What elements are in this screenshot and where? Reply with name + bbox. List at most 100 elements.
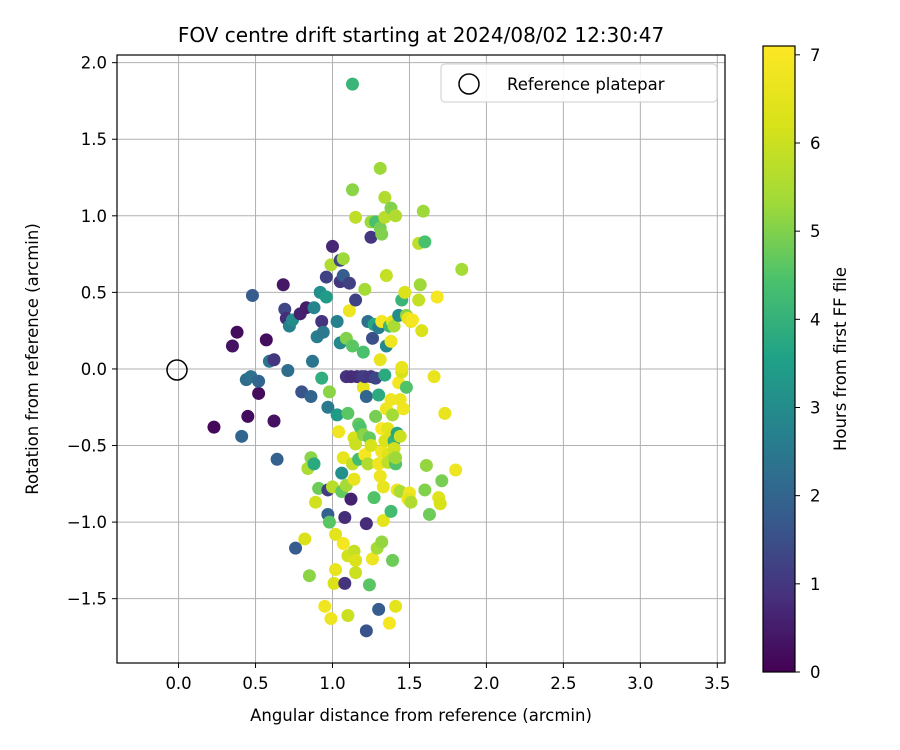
- grid-lines: [117, 55, 725, 663]
- data-point: [375, 227, 389, 241]
- data-point: [418, 483, 432, 497]
- data-point: [344, 492, 358, 506]
- reference-point-marker: [166, 359, 188, 381]
- data-point: [406, 313, 420, 327]
- data-point: [412, 293, 426, 307]
- data-point: [270, 452, 284, 466]
- data-point: [438, 406, 452, 420]
- data-point: [373, 353, 387, 367]
- data-point: [387, 319, 401, 333]
- data-point: [252, 386, 266, 400]
- data-point: [324, 612, 338, 626]
- data-point: [315, 314, 329, 328]
- data-point: [349, 293, 363, 307]
- data-point: [342, 304, 356, 318]
- data-point: [396, 402, 410, 416]
- data-point: [322, 385, 336, 399]
- colorbar-tick-label: 3: [810, 398, 821, 417]
- data-point: [395, 360, 409, 374]
- x-tick-label: 0.0: [165, 674, 191, 693]
- data-point: [267, 414, 281, 428]
- data-point: [252, 374, 266, 388]
- data-point: [398, 285, 412, 299]
- data-point: [298, 532, 312, 546]
- colorbar-tick-label: 2: [810, 487, 821, 506]
- data-point: [413, 278, 427, 292]
- data-point: [304, 390, 318, 404]
- x-tick-label: 2.5: [550, 674, 576, 693]
- x-tick-label: 1.5: [396, 674, 422, 693]
- data-point: [307, 457, 321, 471]
- data-point: [349, 553, 363, 567]
- data-point: [379, 269, 393, 283]
- data-point: [245, 288, 259, 302]
- data-point: [389, 209, 403, 223]
- data-point: [389, 451, 403, 465]
- data-point: [330, 408, 344, 422]
- data-point: [366, 552, 380, 566]
- data-point: [329, 563, 343, 577]
- data-point: [376, 514, 390, 528]
- data-point: [358, 282, 372, 296]
- data-point: [322, 515, 336, 529]
- data-point: [359, 390, 373, 404]
- data-point: [418, 235, 432, 249]
- data-point: [359, 624, 373, 638]
- data-point: [376, 480, 390, 494]
- data-points: [207, 77, 469, 638]
- data-point: [364, 230, 378, 244]
- data-point: [362, 578, 376, 592]
- data-point: [336, 451, 350, 465]
- y-tick-label: −1.5: [67, 590, 107, 609]
- legend: Reference platepar: [440, 63, 718, 103]
- data-point: [327, 576, 341, 590]
- data-point: [321, 400, 335, 414]
- data-point: [455, 262, 469, 276]
- data-point: [276, 278, 290, 292]
- data-point: [318, 599, 332, 613]
- data-point: [316, 325, 330, 339]
- data-point: [359, 517, 373, 531]
- y-tick-label: 1.0: [81, 207, 107, 226]
- chart-title: FOV centre drift starting at 2024/08/02 …: [178, 23, 664, 47]
- data-point: [416, 204, 430, 218]
- data-point: [315, 371, 329, 385]
- data-point: [341, 609, 355, 623]
- data-point: [336, 252, 350, 266]
- x-tick-label: 3.0: [627, 674, 653, 693]
- data-point: [302, 569, 316, 583]
- data-point: [384, 393, 398, 407]
- data-point: [346, 77, 360, 91]
- data-point: [361, 457, 375, 471]
- data-point: [378, 368, 392, 382]
- data-point: [347, 472, 361, 486]
- data-point: [373, 161, 387, 175]
- y-tick-label: 1.5: [81, 130, 107, 149]
- x-tick-label: 2.0: [473, 674, 499, 693]
- data-point: [241, 409, 255, 423]
- data-point: [319, 270, 333, 284]
- x-tick-label: 1.0: [319, 674, 345, 693]
- data-point: [342, 276, 356, 290]
- data-point: [307, 301, 321, 315]
- data-point: [336, 537, 350, 551]
- data-point: [422, 507, 436, 521]
- y-tick-label: 0.0: [81, 360, 107, 379]
- data-point: [369, 409, 383, 423]
- data-point: [378, 210, 392, 224]
- x-axis-title: Angular distance from reference (arcmin): [250, 706, 592, 725]
- data-point: [386, 553, 400, 567]
- colorbar-gradient: [762, 45, 796, 673]
- data-point: [305, 354, 319, 368]
- data-point: [372, 602, 386, 616]
- data-point: [378, 190, 392, 204]
- data-point: [335, 466, 349, 480]
- colorbar-tick-label: 1: [810, 575, 821, 594]
- legend-marker-icon: [458, 73, 480, 95]
- data-point: [373, 469, 387, 483]
- data-point: [404, 495, 418, 509]
- data-point: [259, 333, 273, 347]
- colorbar-tick-label: 0: [810, 663, 821, 682]
- data-point: [338, 511, 352, 525]
